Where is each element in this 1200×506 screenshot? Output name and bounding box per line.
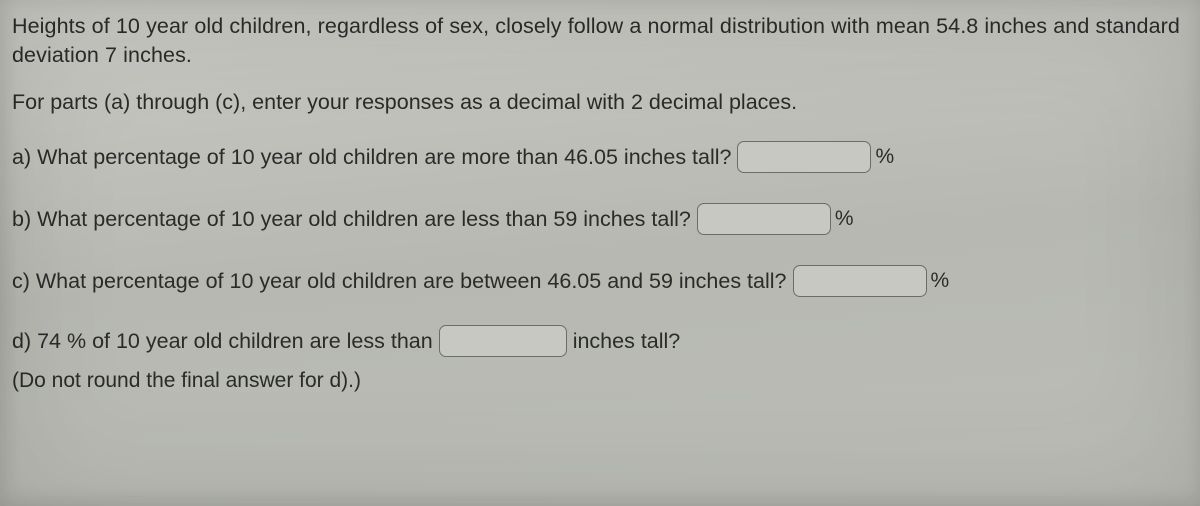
question-b-input[interactable]	[697, 203, 831, 235]
question-d-input[interactable]	[439, 325, 567, 357]
question-a-input[interactable]	[737, 141, 871, 173]
question-c-input[interactable]	[793, 265, 927, 297]
question-c-row: c) What percentage of 10 year old childr…	[12, 265, 1186, 297]
problem-intro: Heights of 10 year old children, regardl…	[12, 12, 1186, 70]
question-b-unit: %	[835, 205, 854, 233]
question-b-prompt: b) What percentage of 10 year old childr…	[12, 205, 691, 234]
question-d-note: (Do not round the final answer for d).)	[12, 367, 1186, 395]
question-c-unit: %	[931, 267, 950, 295]
question-a-prompt: a) What percentage of 10 year old childr…	[12, 143, 731, 172]
question-c-prompt: c) What percentage of 10 year old childr…	[12, 267, 787, 296]
question-a-row: a) What percentage of 10 year old childr…	[12, 141, 1186, 173]
problem-instructions: For parts (a) through (c), enter your re…	[12, 88, 1186, 117]
question-a-unit: %	[875, 143, 894, 171]
question-d-row: d) 74 % of 10 year old children are less…	[12, 325, 1186, 357]
question-d-prompt-after: inches tall?	[573, 327, 681, 356]
question-b-row: b) What percentage of 10 year old childr…	[12, 203, 1186, 235]
question-d-prompt-before: d) 74 % of 10 year old children are less…	[12, 327, 433, 356]
